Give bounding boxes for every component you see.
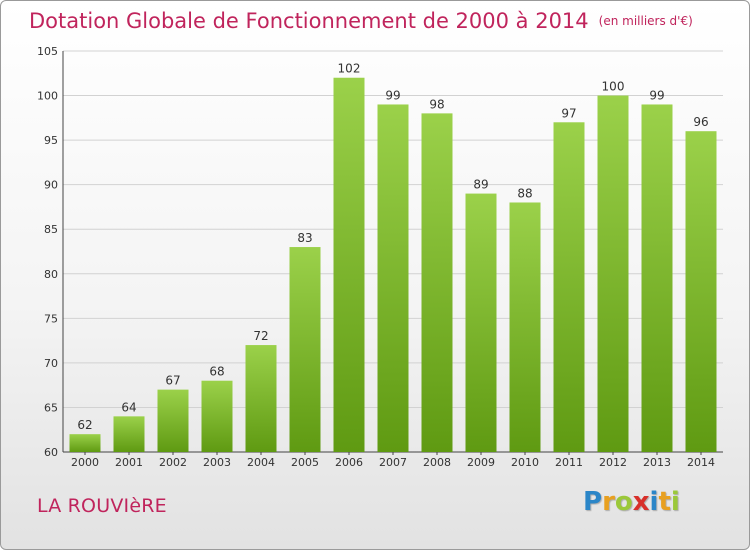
logo-letter: i (670, 487, 680, 517)
bar-value-label: 89 (473, 178, 488, 192)
x-tick-label: 2007 (379, 456, 407, 469)
bar (465, 193, 497, 453)
chart-title-text: Dotation Globale de Fonctionnement de 20… (29, 9, 589, 33)
bar-value-label: 72 (253, 329, 268, 343)
bar (289, 247, 321, 452)
bar-value-label: 68 (209, 365, 224, 379)
x-tick-label: 2009 (467, 456, 495, 469)
commune-name: LA ROUVIèRE (37, 495, 167, 517)
bar-value-label: 99 (385, 88, 400, 102)
x-tick-label: 2013 (643, 456, 671, 469)
x-tick-label: 2005 (291, 456, 319, 469)
x-tick-label: 2001 (115, 456, 143, 469)
y-tick-label: 95 (44, 134, 58, 147)
bar-value-label: 67 (165, 374, 180, 388)
chart-title: Dotation Globale de Fonctionnement de 20… (29, 9, 693, 33)
x-tick-label: 2010 (511, 456, 539, 469)
x-tick-label: 2006 (335, 456, 363, 469)
y-tick-label: 100 (37, 90, 58, 103)
bar-value-label: 102 (338, 62, 361, 76)
bar-value-label: 62 (77, 418, 92, 432)
proxiti-logo: Proxiti (583, 487, 680, 517)
bar (333, 77, 365, 452)
logo-letter: o (614, 487, 633, 517)
y-tick-label: 85 (44, 223, 58, 236)
bar-value-label: 100 (602, 80, 625, 94)
y-tick-label: 70 (44, 357, 58, 370)
logo-letter: i (649, 487, 659, 517)
y-tick-label: 65 (44, 401, 58, 414)
y-tick-label: 75 (44, 312, 58, 325)
bar-value-label: 88 (517, 186, 532, 200)
x-tick-label: 2002 (159, 456, 187, 469)
y-tick-label: 60 (44, 446, 58, 459)
logo-letter: t (658, 487, 671, 517)
x-tick-label: 2004 (247, 456, 275, 469)
bar (113, 416, 145, 452)
x-tick-label: 2000 (71, 456, 99, 469)
bar-value-label: 97 (561, 106, 576, 120)
bar (157, 389, 189, 452)
x-tick-label: 2012 (599, 456, 627, 469)
bar (201, 380, 233, 452)
bar-value-label: 99 (649, 88, 664, 102)
logo-letter: x (632, 487, 650, 517)
bar (685, 131, 717, 452)
chart-unit: (en milliers d'€) (598, 14, 693, 28)
bar (641, 104, 673, 452)
bar (245, 345, 277, 452)
bar (69, 434, 101, 452)
y-tick-label: 105 (37, 45, 58, 58)
x-tick-label: 2011 (555, 456, 583, 469)
x-tick-label: 2014 (687, 456, 715, 469)
bar (509, 202, 541, 452)
bar (597, 95, 629, 453)
bar-value-label: 98 (429, 97, 444, 111)
bar (421, 113, 453, 452)
bar (553, 122, 585, 453)
bar-value-label: 83 (297, 231, 312, 245)
y-tick-label: 90 (44, 179, 58, 192)
x-tick-label: 2003 (203, 456, 231, 469)
bar (377, 104, 409, 452)
bar-value-label: 64 (121, 400, 136, 414)
logo-letter: P (583, 487, 603, 517)
x-tick-label: 2008 (423, 456, 451, 469)
bar-value-label: 96 (693, 115, 708, 129)
y-tick-label: 80 (44, 268, 58, 281)
logo-letter: r (602, 487, 615, 517)
